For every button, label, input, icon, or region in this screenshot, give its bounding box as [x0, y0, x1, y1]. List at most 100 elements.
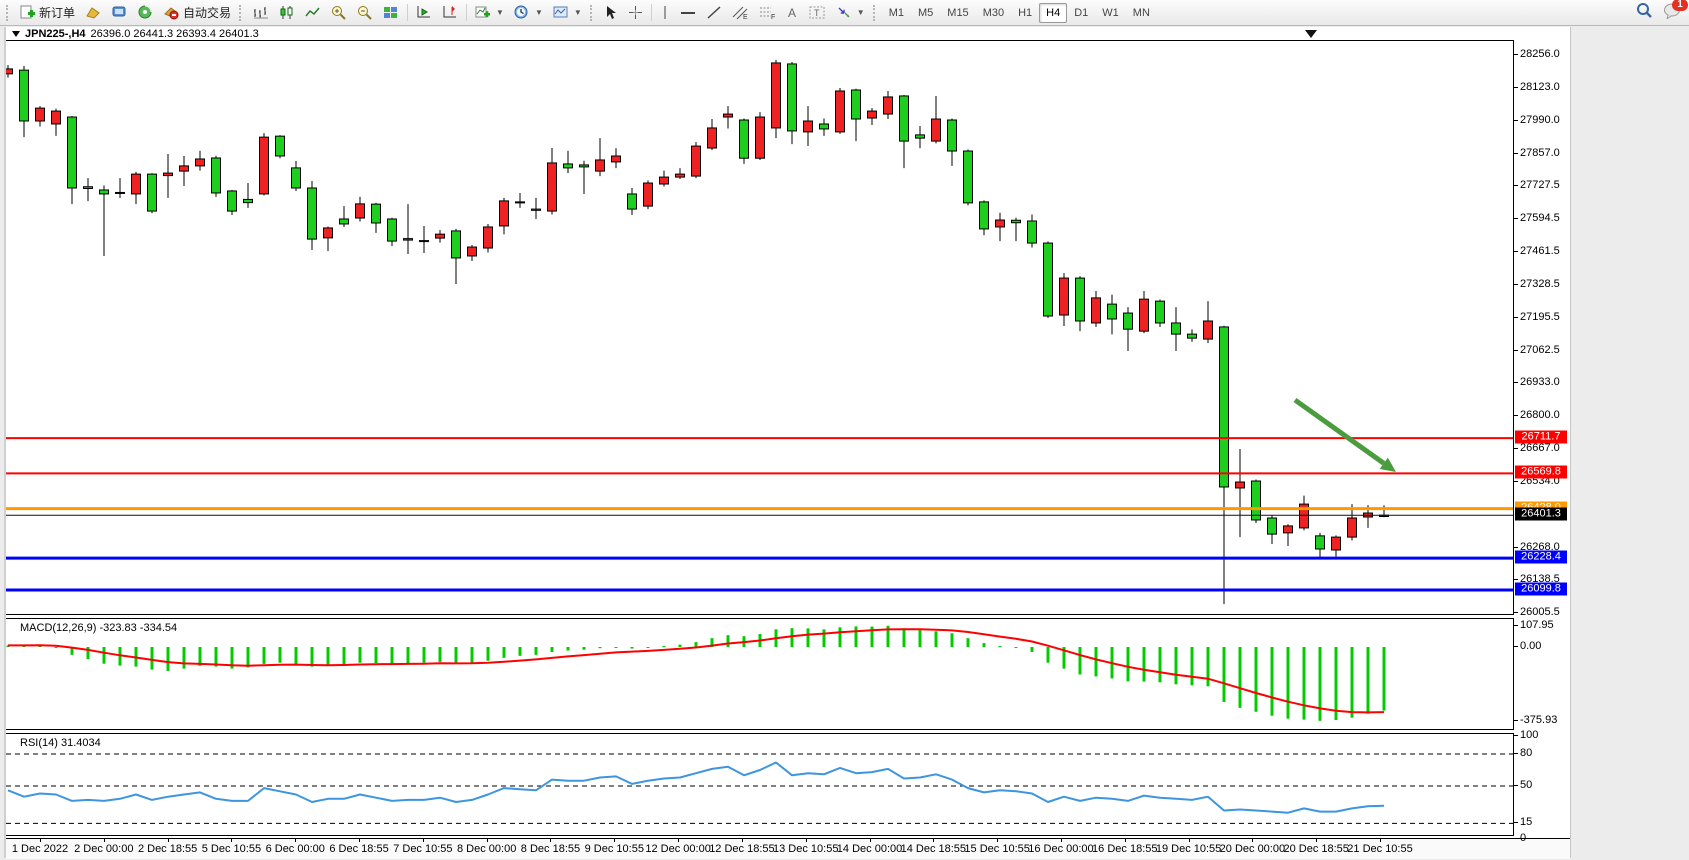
- rsi-pane[interactable]: RSI(14) 31.4034: [6, 733, 1514, 836]
- axis-tick: [1514, 54, 1518, 55]
- text-button[interactable]: A: [781, 1, 804, 25]
- trendline-button[interactable]: [701, 1, 727, 25]
- axis-tick: [1514, 735, 1518, 736]
- auto-trading-button[interactable]: 自动交易: [158, 1, 236, 25]
- tf-button-h1[interactable]: H1: [1018, 6, 1033, 19]
- axis-tick: [1514, 185, 1518, 187]
- rsi-tick-label: 15: [1520, 816, 1533, 829]
- price-tick-label: 28123.0: [1520, 80, 1560, 93]
- axis-tick: [1514, 86, 1518, 88]
- time-axis-tick: [869, 839, 871, 842]
- macd-pane[interactable]: MACD(12,26,9) -323.83 -334.54: [6, 618, 1514, 730]
- axis-tick: [1514, 218, 1518, 220]
- tf-button-mn[interactable]: MN: [1132, 6, 1150, 19]
- time-tick-label: 13 Dec 10:55: [773, 843, 839, 855]
- rsi-tick-label: 0: [1520, 832, 1527, 845]
- price-chart-pane[interactable]: [6, 40, 1514, 615]
- text-icon: A: [786, 5, 799, 20]
- crosshair-button[interactable]: [623, 1, 648, 25]
- ohlc-values: 26396.0 26441.3 26393.4 26401.3: [90, 27, 259, 40]
- tf-button-m15[interactable]: M15: [947, 6, 969, 19]
- zoom-in-icon: [331, 5, 347, 20]
- dropdown-caret: ▼: [573, 8, 582, 17]
- tf-button-h4[interactable]: H4: [1039, 2, 1068, 23]
- vertical-line-button[interactable]: [655, 1, 675, 25]
- price-tick-label: 27990.0: [1520, 113, 1560, 126]
- line-chart-button[interactable]: [300, 1, 326, 25]
- toolbar-grip[interactable]: [239, 4, 245, 21]
- price-tick-label: 27461.5: [1520, 245, 1560, 258]
- zoom-out-icon: [357, 5, 373, 20]
- toolbar-grip[interactable]: [6, 4, 12, 21]
- time-axis-tick: [422, 839, 424, 842]
- tf-button-m30[interactable]: M30: [982, 6, 1005, 19]
- fibonacci-button[interactable]: F: [754, 1, 781, 25]
- dropdown-caret: ▼: [856, 8, 865, 17]
- symbol-header: JPN225-,H4 26396.0 26441.3 26393.4 26401…: [6, 27, 1570, 40]
- line-chart-icon: [305, 5, 321, 20]
- symbol-title: JPN225-,H4: [25, 27, 86, 40]
- price-tick-label: 26005.5: [1520, 606, 1560, 619]
- terminal-button[interactable]: [106, 1, 132, 25]
- axis-tick: [1514, 317, 1518, 319]
- arrows-button[interactable]: ▼: [831, 1, 870, 25]
- time-tick-label: 6 Dec 00:00: [265, 843, 325, 855]
- signals-button[interactable]: [132, 1, 158, 25]
- indicators-button[interactable]: ▼: [470, 1, 509, 25]
- chevron-down-icon[interactable]: [12, 31, 20, 37]
- tf-button-d1[interactable]: D1: [1074, 6, 1089, 19]
- zoom-in-button[interactable]: [326, 1, 352, 25]
- time-tick-label: 20 Dec 18:55: [1283, 843, 1349, 855]
- svg-text:E: E: [743, 14, 748, 20]
- price-axis[interactable]: 28256.0 28123.0 27990.0 27857.0 27727.5 27594…: [1514, 40, 1570, 844]
- zoom-out-button[interactable]: [352, 1, 378, 25]
- time-tick-label: 16 Dec 00:00: [1028, 843, 1094, 855]
- candlestick-chart-button[interactable]: [274, 1, 300, 25]
- time-axis-tick: [1316, 839, 1318, 842]
- vertical-line-icon: [660, 5, 670, 20]
- crosshair-icon: [628, 5, 643, 20]
- trendline-icon: [706, 5, 722, 20]
- terminal-icon: [111, 5, 127, 20]
- chart-shift-button[interactable]: [437, 1, 463, 25]
- equidistant-channel-button[interactable]: E: [727, 1, 754, 25]
- tf-button-m5[interactable]: M5: [918, 6, 934, 19]
- search-icon[interactable]: [1636, 2, 1653, 24]
- tile-windows-button[interactable]: [378, 1, 404, 25]
- horizontal-line-button[interactable]: [675, 1, 701, 25]
- chat-button[interactable]: 1: [1663, 0, 1688, 24]
- macd-tick-label: 0.00: [1520, 640, 1542, 652]
- tf-button-w1[interactable]: W1: [1102, 6, 1119, 19]
- axis-tick: [1514, 119, 1518, 121]
- time-axis[interactable]: 1 Dec 2022 2 Dec 00:00 2 Dec 18:55 5 Dec 10…: [6, 838, 1570, 859]
- time-axis-tick: [1252, 839, 1254, 842]
- notification-badge: 1: [1672, 0, 1688, 11]
- toolbar-grip[interactable]: [872, 4, 879, 21]
- time-tick-label: 8 Dec 00:00: [456, 843, 517, 855]
- horizontal-line-icon: [680, 5, 696, 20]
- time-tick-label: 12 Dec 00:00: [645, 843, 711, 855]
- time-axis-tick: [1124, 839, 1126, 842]
- cursor-button[interactable]: [599, 1, 623, 25]
- bar-chart-button[interactable]: [248, 1, 274, 25]
- toolbar-grip[interactable]: [589, 4, 596, 21]
- main-toolbar: 新订单 自动交易 ▼ ▼ ▼ E F A T ▼ M1 M5 M15 M30 H…: [0, 0, 1689, 26]
- time-axis-tick: [103, 839, 105, 842]
- chart-shift-marker[interactable]: [1305, 30, 1317, 38]
- axis-tick: [1514, 481, 1518, 483]
- periods-button[interactable]: ▼: [509, 1, 548, 25]
- profiles-button[interactable]: [80, 1, 106, 25]
- profiles-icon: [85, 5, 101, 20]
- new-order-button[interactable]: 新订单: [15, 1, 80, 25]
- tf-button-m1[interactable]: M1: [888, 6, 904, 19]
- macd-indicator-label: MACD(12,26,9) -323.83 -334.54: [20, 622, 178, 634]
- periods-icon: [514, 5, 530, 20]
- templates-button[interactable]: ▼: [548, 1, 587, 25]
- time-tick-label: 20 Dec 00:00: [1219, 843, 1286, 855]
- rsi-tick-label: 80: [1520, 746, 1533, 759]
- auto-scroll-button[interactable]: [411, 1, 437, 25]
- macd-tick-label: -375.93: [1520, 713, 1558, 726]
- text-label-button[interactable]: T: [804, 1, 831, 25]
- time-tick-label: 21 Dec 10:55: [1347, 843, 1413, 855]
